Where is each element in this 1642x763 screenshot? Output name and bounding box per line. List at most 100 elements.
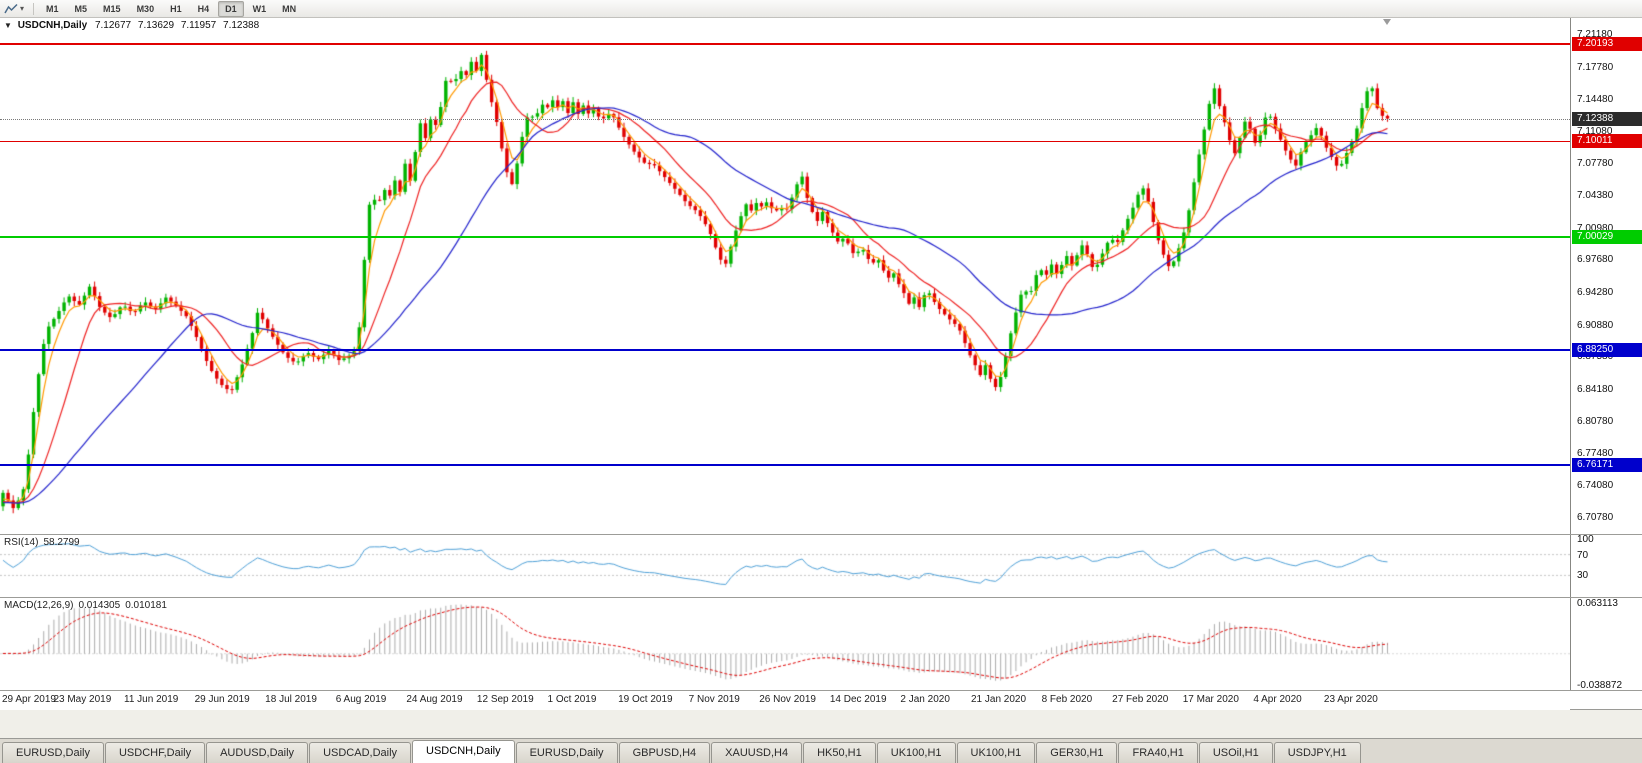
close-price-value: 7.12388 xyxy=(223,20,260,31)
price-tick-label: 7.17780 xyxy=(1577,62,1614,73)
chart-tab[interactable]: USDCAD,Daily xyxy=(309,742,412,763)
chart-tab[interactable]: GER30,H1 xyxy=(1036,742,1118,763)
chart-tab[interactable]: EURUSD,Daily xyxy=(515,742,618,763)
price-level-badge: 7.20193 xyxy=(1572,36,1642,51)
timeframe-button-w1[interactable]: W1 xyxy=(252,3,267,14)
time-axis[interactable]: 29 Apr 2019 23 May 2019 11 Jun 2019 29 Jun … xyxy=(0,691,1570,710)
chart-tab[interactable]: AUDUSD,Daily xyxy=(206,742,309,763)
date-tick-label: 14 Dec 2019 xyxy=(829,694,887,705)
chart-tab[interactable]: USDCNH,Daily xyxy=(412,740,515,763)
macd-label: MACD(12,26,9) 0.014305 0.010181 xyxy=(4,600,167,611)
date-tick-label: 18 Jul 2019 xyxy=(265,694,317,705)
price-tick-label: 6.97680 xyxy=(1577,254,1614,266)
timeframe-button-m1[interactable]: M1 xyxy=(46,3,59,14)
dropdown-caret-icon[interactable]: ▾ xyxy=(20,4,25,13)
rsi-indicator-canvas[interactable] xyxy=(0,535,1570,597)
chart-tab[interactable]: GBPUSD,H4 xyxy=(618,742,711,763)
low-price-value: 7.11957 xyxy=(180,20,217,31)
chart-tab[interactable]: XAUUSD,H4 xyxy=(711,742,803,763)
date-tick-label: 26 Nov 2019 xyxy=(759,694,816,705)
price-tick-label: 7.00980 xyxy=(1577,222,1614,234)
macd-signal-value: 0.010181 xyxy=(125,600,167,611)
price-tick-label: 6.80780 xyxy=(1577,416,1614,428)
pane-separator[interactable] xyxy=(0,690,1642,691)
date-tick-label: 19 Oct 2019 xyxy=(618,694,673,705)
timeframe-button-mn[interactable]: MN xyxy=(282,3,297,14)
collapse-arrow-icon[interactable]: ▼ xyxy=(4,21,12,30)
timeframe-button-m5[interactable]: M5 xyxy=(74,3,88,14)
price-tick-label: 6.84180 xyxy=(1577,383,1614,395)
date-tick-label: 7 Nov 2019 xyxy=(688,694,740,705)
line-chart-icon[interactable] xyxy=(4,3,19,15)
rsi-pane xyxy=(0,535,1570,597)
chart-tab[interactable]: UK100,H1 xyxy=(876,742,956,763)
timeframe-buttons-group: M1 M5 M15 M30 H1 H4 D1 W1 MN xyxy=(39,0,305,17)
macd-tick-label: 0.063113 xyxy=(1577,598,1618,609)
date-tick-label: 6 Aug 2019 xyxy=(335,694,387,705)
chart-tab[interactable]: USOil,H1 xyxy=(1198,742,1273,763)
rsi-name: RSI(14) xyxy=(4,537,39,548)
price-level-badge: 7.00029 xyxy=(1572,229,1642,244)
chart-title: ▼ USDCNH,Daily 7.12677 7.13629 7.11957 7… xyxy=(4,20,263,31)
price-tick-label: 6.70780 xyxy=(1577,511,1614,523)
timeframe-button-h4[interactable]: H4 xyxy=(197,3,210,14)
date-tick-label: 23 Apr 2020 xyxy=(1323,694,1378,705)
chart-tab[interactable]: EURUSD,Daily xyxy=(2,742,104,763)
date-tick-label: 23 May 2019 xyxy=(53,694,112,705)
pane-separator[interactable] xyxy=(0,597,1642,598)
price-level-badge: 6.88250 xyxy=(1572,342,1642,357)
chart-tab[interactable]: HK50,H1 xyxy=(803,742,876,763)
chart-tab[interactable]: FRA40,H1 xyxy=(1118,742,1198,763)
date-tick-label: 29 Apr 2019 xyxy=(2,694,56,705)
chart-tab[interactable]: USDJPY,H1 xyxy=(1273,742,1361,763)
price-level-badge: 7.10011 xyxy=(1572,134,1642,149)
window-background xyxy=(0,711,1642,738)
date-tick-label: 17 Mar 2020 xyxy=(1182,694,1239,705)
date-tick-label: 1 Oct 2019 xyxy=(547,694,597,705)
date-tick-label: 29 Jun 2019 xyxy=(194,694,250,705)
chart-tabs-bar: EURUSD,Daily USDCHF,Daily AUDUSD,Daily USDC… xyxy=(0,738,1642,763)
rsi-tick-label: 30 xyxy=(1577,570,1589,582)
rsi-value: 58.2799 xyxy=(43,537,80,548)
price-tick-label: 6.74080 xyxy=(1577,480,1614,492)
price-axis[interactable]: 7.21180 7.17780 7.14480 7.11080 7.07780 7.043… xyxy=(1570,18,1642,691)
chart-tab[interactable]: USDCHF,Daily xyxy=(104,742,206,763)
macd-pane xyxy=(0,598,1570,690)
rsi-label: RSI(14) 58.2799 xyxy=(4,537,80,548)
date-tick-label: 4 Apr 2020 xyxy=(1253,694,1302,705)
macd-indicator-canvas[interactable] xyxy=(0,598,1570,690)
symbol-timeframe-label: USDCNH,Daily xyxy=(17,20,88,31)
toolbar-separator xyxy=(33,2,35,15)
timeframe-button-h1[interactable]: H1 xyxy=(170,3,182,14)
main-price-pane: ▼ USDCNH,Daily 7.12677 7.13629 7.11957 7… xyxy=(0,18,1570,534)
price-level-badge: 6.76171 xyxy=(1572,458,1642,473)
date-tick-label: 27 Feb 2020 xyxy=(1112,694,1169,705)
timeframe-toolbar: ▾ M1 M5 M15 M30 H1 H4 D1 W1 MN xyxy=(0,0,1642,18)
open-price-value: 7.12677 xyxy=(94,20,132,31)
macd-main-value: 0.014305 xyxy=(78,600,121,611)
high-price-value: 7.13629 xyxy=(137,20,175,31)
price-tick-label: 7.21180 xyxy=(1577,29,1613,41)
price-tick-label: 6.77480 xyxy=(1577,447,1614,459)
macd-name: MACD(12,26,9) xyxy=(4,600,74,611)
timeframe-button-m30[interactable]: M30 xyxy=(136,3,155,14)
price-tick-label: 7.07780 xyxy=(1577,157,1614,169)
price-tick-label: 6.90880 xyxy=(1577,319,1614,331)
date-tick-label: 8 Feb 2020 xyxy=(1041,694,1093,705)
chart-area: ▼ USDCNH,Daily 7.12677 7.13629 7.11957 7… xyxy=(0,18,1642,710)
candlestick-chart-canvas[interactable] xyxy=(0,18,1570,534)
timeframe-button-d1[interactable]: D1 xyxy=(218,0,244,17)
last-price-badge: 7.12388 xyxy=(1572,111,1642,126)
price-tick-label: 7.11080 xyxy=(1577,126,1613,138)
price-tick-label: 7.14480 xyxy=(1577,93,1614,105)
rsi-tick-label: 100 xyxy=(1577,534,1594,545)
date-tick-label: 12 Sep 2019 xyxy=(476,694,534,705)
price-tick-label: 7.04380 xyxy=(1577,190,1614,202)
date-tick-label: 24 Aug 2019 xyxy=(406,694,463,705)
pane-separator[interactable] xyxy=(0,534,1642,535)
macd-tick-label: -0.038872 xyxy=(1577,680,1623,691)
chart-tab[interactable]: UK100,H1 xyxy=(956,742,1036,763)
date-tick-label: 2 Jan 2020 xyxy=(900,694,950,705)
timeframe-button-m15[interactable]: M15 xyxy=(103,3,121,14)
